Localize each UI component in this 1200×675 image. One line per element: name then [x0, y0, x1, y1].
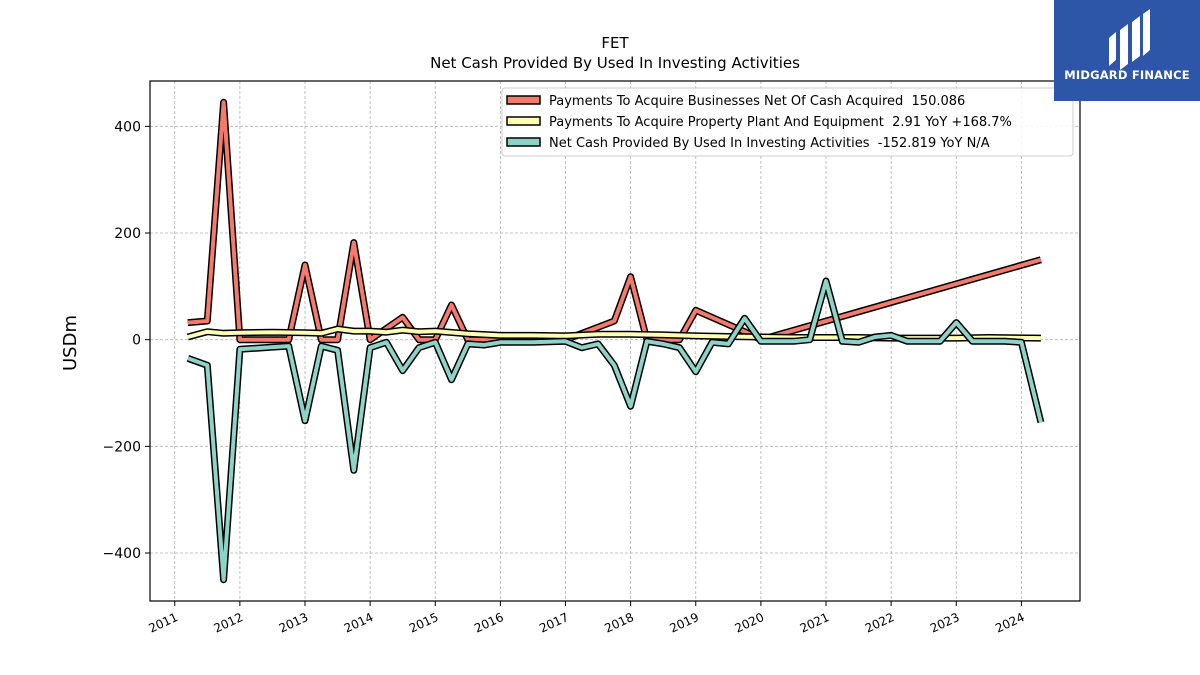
y-tick-label: 0 [132, 333, 141, 349]
legend-label: Net Cash Provided By Used In Investing A… [549, 136, 990, 151]
x-tick-label: 2020 [733, 610, 767, 636]
brand-logo: MIDGARD FINANCE [1054, 0, 1200, 101]
legend: Payments To Acquire Businesses Net Of Ca… [501, 87, 1074, 157]
series-layer [186, 98, 1045, 584]
legend-box [501, 87, 1074, 157]
series-line-1 [187, 327, 1041, 341]
legend-swatch [506, 116, 541, 126]
legend-label: Payments To Acquire Property Plant And E… [549, 115, 1012, 130]
x-tick-label: 2017 [537, 610, 571, 636]
y-tick-label: −200 [103, 439, 141, 455]
x-tick-label: 2011 [146, 610, 180, 636]
logo-icon [1109, 9, 1150, 70]
y-tick-label: −400 [103, 546, 141, 562]
series-line-2 [187, 279, 1043, 582]
plot-frame [149, 80, 1081, 602]
x-tick-label: 2021 [798, 610, 832, 636]
legend-swatch [506, 95, 541, 105]
y-tick-label: 200 [114, 226, 141, 242]
x-tick-label: 2024 [993, 610, 1027, 636]
x-tick-label: 2019 [667, 610, 701, 636]
x-tick-label: 2014 [342, 610, 376, 636]
logo-text: MIDGARD FINANCE [1064, 68, 1190, 82]
chart-title: FET [601, 34, 629, 52]
legend-swatch [506, 137, 541, 147]
x-tick-label: 2023 [928, 610, 962, 636]
y-axis-label: USDm [60, 315, 81, 371]
legend-label: Payments To Acquire Businesses Net Of Ca… [549, 94, 965, 109]
y-tick-label: 400 [114, 119, 141, 135]
x-tick-label: 2016 [472, 610, 506, 636]
x-tick-label: 2012 [212, 610, 246, 636]
x-tick-label: 2022 [863, 610, 897, 636]
chart-subtitle: Net Cash Provided By Used In Investing A… [430, 54, 800, 72]
x-tick-label: 2015 [407, 610, 441, 636]
x-tick-label: 2013 [277, 610, 311, 636]
x-tick-label: 2018 [602, 610, 636, 636]
